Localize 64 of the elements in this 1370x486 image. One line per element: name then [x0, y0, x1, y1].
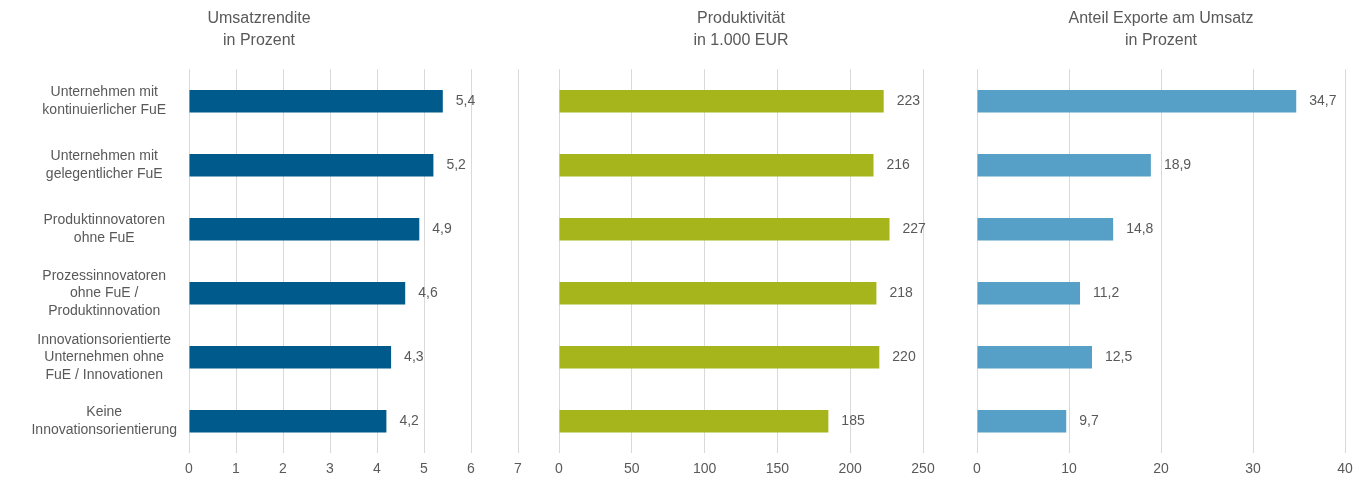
data-label: 220 — [892, 348, 916, 365]
data-label: 4,2 — [399, 412, 420, 429]
bar — [559, 346, 880, 369]
x-tick-label: 3 — [326, 460, 335, 477]
data-label: 227 — [902, 220, 927, 237]
y-tick-label: Keine Innovationsorientierung — [31, 403, 177, 437]
x-tick-label: 200 — [838, 460, 863, 477]
bar — [977, 410, 1067, 433]
x-tick-label: 40 — [1337, 460, 1353, 477]
x-tick-label: 30 — [1245, 460, 1261, 477]
data-label: 218 — [889, 284, 913, 301]
chart-title: Umsatzrendite in Prozent — [207, 9, 311, 48]
x-tick-label: 10 — [1061, 460, 1077, 477]
y-tick-label: Unternehmen mit kontinuierlicher FuE — [42, 83, 167, 117]
bar — [559, 282, 877, 305]
x-tick-label: 150 — [765, 460, 790, 477]
data-label: 9,7 — [1079, 412, 1099, 429]
bar — [977, 154, 1151, 177]
data-label: 14,8 — [1126, 220, 1154, 237]
bar — [559, 218, 890, 241]
x-tick-label: 6 — [467, 460, 476, 477]
x-tick-label: 0 — [555, 460, 564, 477]
x-tick-label: 0 — [973, 460, 982, 477]
data-label: 185 — [841, 412, 865, 429]
data-label: 12,5 — [1105, 348, 1133, 365]
y-tick-label: Prozessinnovatoren ohne FuE / Produktinnovation — [42, 266, 167, 318]
bar — [189, 218, 420, 241]
bar — [559, 154, 874, 177]
y-tick-label: Unternehmen mit gelegentlicher FuE — [45, 147, 163, 181]
bar — [189, 154, 434, 177]
data-label: 4,3 — [404, 348, 424, 365]
data-label: 4,9 — [432, 220, 452, 237]
bar — [189, 346, 392, 369]
y-tick-label: Produktinnovatoren ohne FuE — [43, 211, 165, 245]
data-label: 4,6 — [418, 284, 438, 301]
bar — [977, 90, 1297, 113]
x-tick-label: 5 — [420, 460, 429, 477]
x-tick-label: 100 — [692, 460, 717, 477]
bar — [559, 410, 829, 433]
data-label: 11,2 — [1093, 284, 1120, 301]
chart-title: Anteil Exporte am Umsatz in Prozent — [1068, 9, 1254, 48]
chart-title: Produktivität in 1.000 EUR — [693, 9, 789, 48]
data-label: 5,2 — [446, 156, 467, 173]
bar — [977, 218, 1114, 241]
x-tick-label: 2 — [279, 460, 288, 477]
x-tick-label: 4 — [373, 460, 382, 477]
x-tick-label: 1 — [232, 460, 241, 477]
x-tick-label: 50 — [624, 460, 640, 477]
x-tick-label: 7 — [514, 460, 523, 477]
bar — [189, 282, 406, 305]
data-label: 18,9 — [1163, 156, 1192, 173]
bar — [977, 346, 1092, 369]
data-label: 216 — [886, 156, 911, 173]
data-label: 223 — [896, 92, 921, 109]
x-tick-label: 250 — [911, 460, 935, 477]
bar — [189, 410, 387, 433]
x-tick-label: 20 — [1153, 460, 1169, 477]
bar — [977, 282, 1081, 305]
x-tick-label: 0 — [185, 460, 194, 477]
bar — [559, 90, 884, 113]
data-label: 34,7 — [1309, 92, 1337, 109]
data-label: 5,4 — [455, 92, 476, 109]
bar — [189, 90, 443, 113]
y-tick-label: Innovationsorientierte Unternehmen ohne FuE / Innovationen — [37, 330, 172, 382]
